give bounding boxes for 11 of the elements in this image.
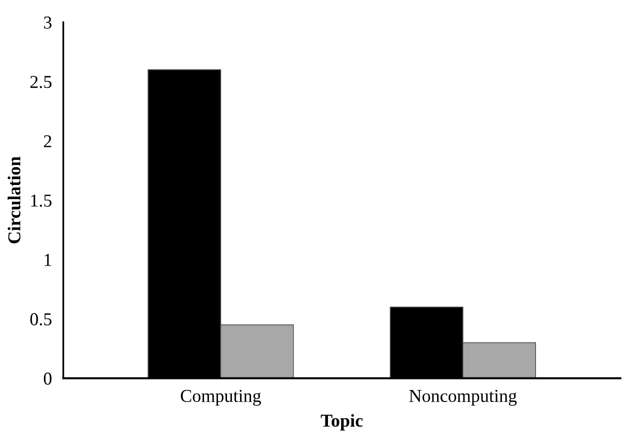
y-axis-title: Circulation <box>8 156 20 244</box>
y-tick-label: 2 <box>44 135 52 148</box>
y-tick-label: 2.5 <box>30 76 52 88</box>
y-tick-label: 0.5 <box>30 313 52 326</box>
y-tick-label: 1.5 <box>31 194 52 207</box>
y-tick-label: 0 <box>44 372 52 385</box>
y-tick-label: 1 <box>44 254 52 266</box>
x-tick-label: Computing <box>180 390 262 406</box>
x-axis-title: Topic <box>320 414 363 430</box>
x-tick-label: Noncomputing <box>409 390 517 406</box>
y-tick-label: 3 <box>44 16 52 29</box>
